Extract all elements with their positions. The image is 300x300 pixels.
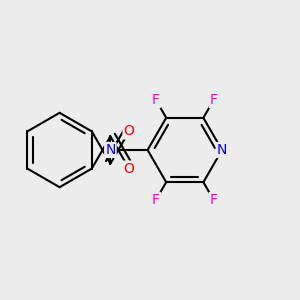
Text: F: F [210,193,218,207]
Text: F: F [152,193,160,207]
Text: F: F [210,93,218,107]
Text: N: N [217,143,227,157]
Text: O: O [124,124,134,138]
Text: F: F [152,93,160,107]
Text: O: O [124,162,134,176]
Text: N: N [105,143,116,157]
